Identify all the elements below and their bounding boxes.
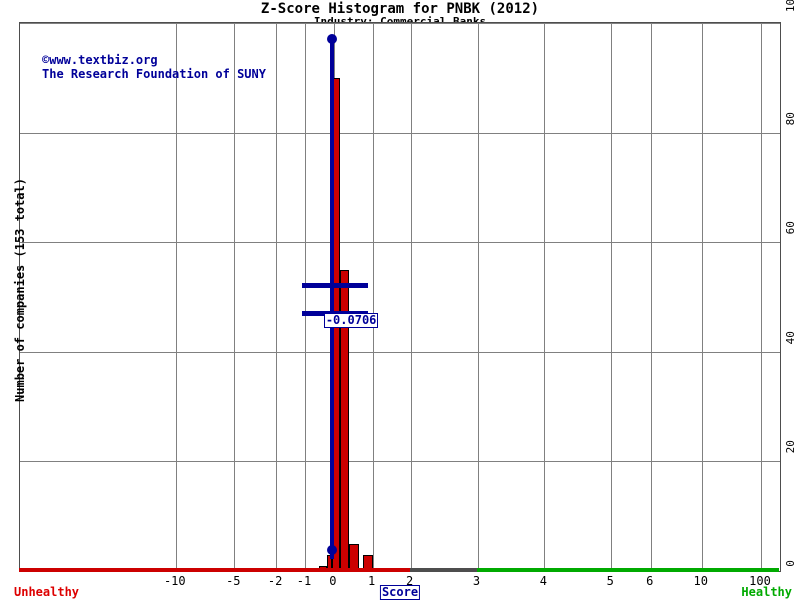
gridline-vertical: [477, 23, 479, 571]
y-axis-tick-label: 80: [784, 111, 797, 125]
gridline-vertical: [234, 23, 236, 571]
x-axis-tick-label: 100: [749, 574, 771, 588]
x-axis-tick-label: 5: [606, 574, 614, 588]
y-axis-tick-label: 20: [784, 440, 797, 454]
y-axis-tick-label: 0: [784, 560, 797, 567]
x-axis-tick-label: -10: [163, 574, 186, 588]
y-axis-tick-label: 100: [784, 0, 797, 13]
chart-title: Z-Score Histogram for PNBK (2012): [260, 1, 540, 17]
marker-dot-bottom: [326, 545, 337, 555]
x-axis-tick-label: -5: [226, 574, 241, 588]
y-axis-tick-label: 40: [784, 330, 797, 345]
gridline-vertical: [372, 23, 374, 571]
x-axis-tick-label: -1: [296, 574, 312, 588]
gridline-vertical: [701, 23, 703, 571]
marker-whisker-upper: [301, 283, 368, 288]
unhealthy-label: Unhealthy: [14, 585, 80, 599]
watermark: ©www.textbiz.org The Research Foundation…: [42, 53, 266, 81]
x-axis-tick-label: 6: [646, 574, 654, 588]
y-axis-tick-label: 60: [784, 221, 797, 235]
x-axis-tick-label: 1: [368, 574, 376, 588]
gridline-vertical: [305, 23, 306, 571]
gridline-vertical: [650, 23, 652, 571]
x-axis-tick-label: -2: [267, 574, 283, 588]
gridline-horizontal: [20, 23, 780, 24]
marker-dot-top: [326, 34, 337, 44]
gridline-vertical: [544, 23, 546, 571]
gridline-horizontal: [20, 351, 780, 353]
company-score-marker: [20, 23, 780, 571]
gridline-horizontal: [20, 242, 780, 244]
health-band-segment: [476, 568, 779, 572]
gridline-horizontal: [20, 461, 780, 463]
gridline-vertical: [761, 23, 762, 571]
gridline-vertical: [410, 23, 412, 571]
x-axis-tick-label: 2: [406, 574, 414, 588]
x-axis-tick-label: 4: [539, 574, 548, 588]
gridline-vertical: [175, 23, 177, 571]
x-axis-title: Score: [379, 585, 421, 600]
marker-stem: [329, 39, 334, 559]
gridline-vertical: [276, 23, 278, 571]
y-axis-title: Number of companies (153 total): [13, 178, 27, 402]
gridline-horizontal: [20, 132, 780, 134]
plot-area: -0.0706 ©www.textbiz.org The Research Fo…: [19, 22, 781, 572]
x-axis-tick-label: 3: [472, 574, 481, 588]
x-axis-tick-label: 0: [329, 574, 337, 588]
healthy-label: Healthy: [741, 585, 792, 599]
health-band-segment: [409, 568, 477, 572]
marker-value-label: -0.0706: [323, 313, 379, 328]
health-band-segment: [19, 568, 410, 572]
score-health-band: [19, 568, 781, 572]
gridline-vertical: [611, 23, 613, 571]
x-axis-tick-label: 10: [693, 574, 708, 588]
